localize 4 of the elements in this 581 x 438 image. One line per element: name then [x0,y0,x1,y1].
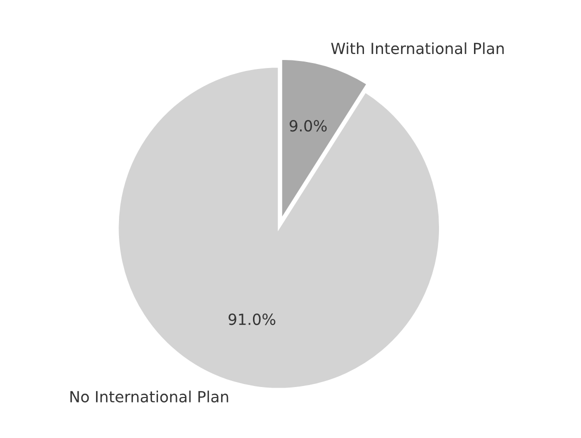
data-label: 91.0% [228,314,276,326]
slice-label: No International Plan [70,390,228,402]
data-label: 9.0% [290,120,327,132]
slice-label: With International Plan [331,42,504,54]
